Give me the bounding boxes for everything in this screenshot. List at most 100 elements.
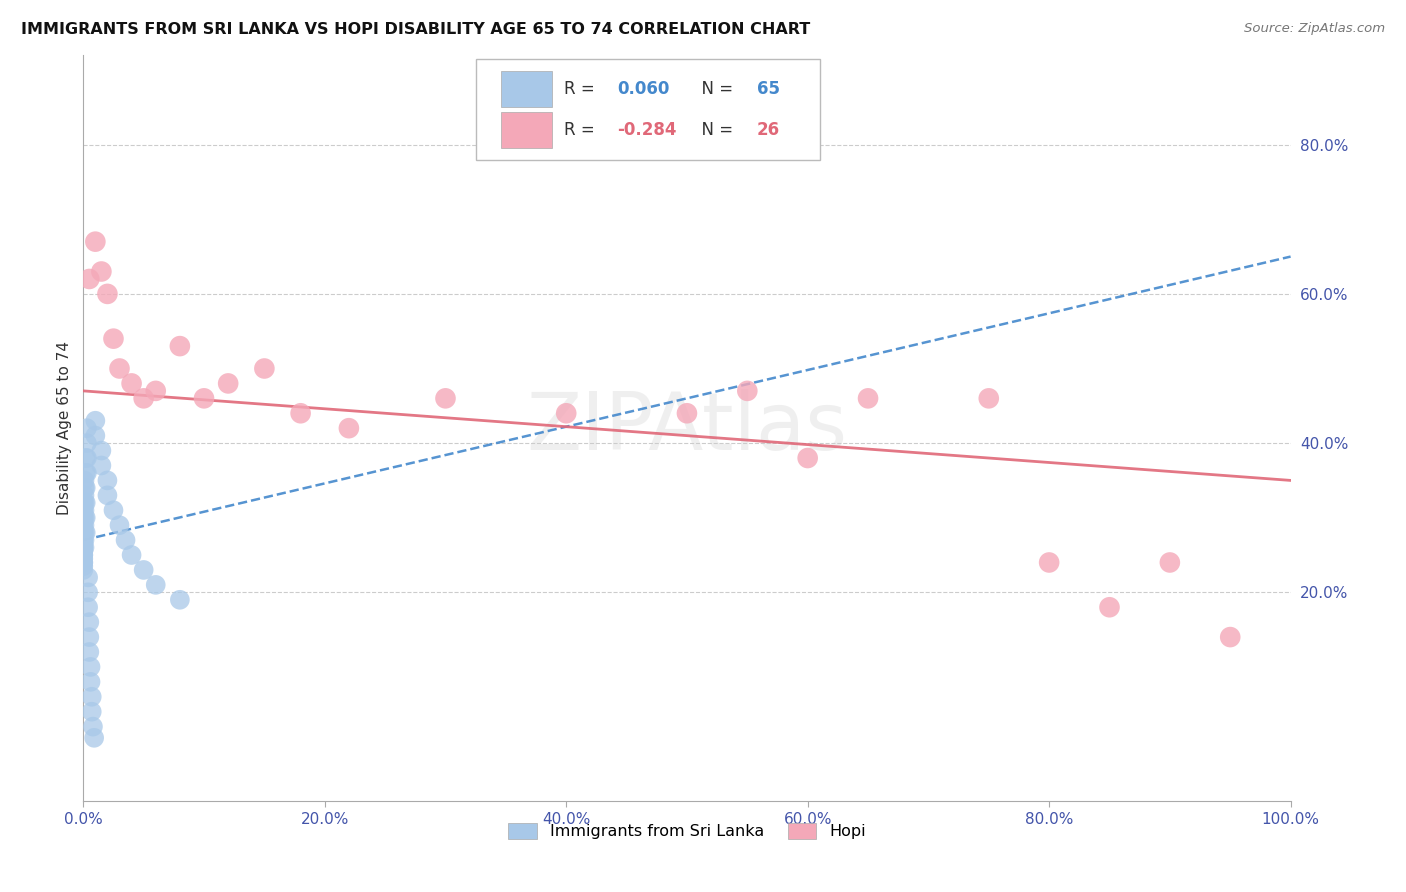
Point [72,548,94,562]
Point [72,533,94,547]
Point [1098,600,1121,615]
Point [72,541,94,555]
Point [82,720,104,734]
Point [72,551,94,566]
Point [76,450,98,465]
Point [96,474,118,488]
FancyBboxPatch shape [475,59,820,160]
Text: R =: R = [564,120,600,139]
Text: -0.284: -0.284 [617,120,676,139]
Point [77,570,100,584]
Point [72,496,94,510]
Text: 26: 26 [756,120,780,139]
Point [80,705,103,719]
Point [114,533,136,547]
Point [72,533,94,547]
Point [73,510,96,524]
Point [79,660,101,674]
Point [72,510,94,524]
Point [73,525,96,540]
Point [72,518,94,533]
Point [1159,556,1181,570]
Point [75,525,97,540]
Point [737,384,759,398]
Point [290,406,312,420]
Point [121,376,143,391]
Point [132,392,155,406]
Text: N =: N = [690,120,738,139]
Point [1219,630,1241,644]
Point [84,235,107,249]
Point [72,548,94,562]
Point [72,529,94,543]
Point [84,414,107,428]
Point [169,339,191,353]
Point [132,563,155,577]
Point [79,615,101,629]
Point [169,592,191,607]
Point [75,466,97,480]
Point [80,690,103,704]
Point [121,548,143,562]
Point [1038,556,1060,570]
Point [72,541,94,555]
Text: Source: ZipAtlas.com: Source: ZipAtlas.com [1244,22,1385,36]
Text: ZIPAtlas: ZIPAtlas [526,389,848,467]
Point [103,332,125,346]
Point [72,544,94,558]
FancyBboxPatch shape [501,112,551,148]
Point [337,421,360,435]
Point [73,503,96,517]
Point [73,541,96,555]
Point [79,674,101,689]
Text: N =: N = [690,79,738,98]
Point [77,600,100,615]
Point [108,361,131,376]
Point [72,503,94,517]
Point [796,450,818,465]
Point [75,481,97,495]
Point [90,264,112,278]
Point [75,450,97,465]
Point [193,392,215,406]
Point [79,272,101,286]
Point [72,556,94,570]
Point [96,488,118,502]
Point [72,537,94,551]
Point [73,481,96,495]
Point [96,286,118,301]
Point [79,630,101,644]
Point [253,361,276,376]
Legend: Immigrants from Sri Lanka, Hopi: Immigrants from Sri Lanka, Hopi [502,816,872,846]
Point [79,645,101,659]
Point [73,533,96,547]
Point [676,406,699,420]
Point [434,392,457,406]
Point [217,376,239,391]
Point [103,503,125,517]
Point [77,585,100,599]
Point [84,428,107,442]
Point [76,466,98,480]
Point [72,556,94,570]
Point [90,458,112,473]
Point [75,510,97,524]
Text: 65: 65 [756,79,780,98]
Point [73,518,96,533]
Point [555,406,578,420]
Point [72,559,94,574]
Point [977,392,1000,406]
Point [108,518,131,533]
Point [72,563,94,577]
Point [76,436,98,450]
Point [856,392,879,406]
Point [75,496,97,510]
Text: R =: R = [564,79,600,98]
Point [73,488,96,502]
Point [145,578,167,592]
Point [145,384,167,398]
Point [73,496,96,510]
Point [90,443,112,458]
Text: 0.060: 0.060 [617,79,669,98]
Point [76,421,98,435]
